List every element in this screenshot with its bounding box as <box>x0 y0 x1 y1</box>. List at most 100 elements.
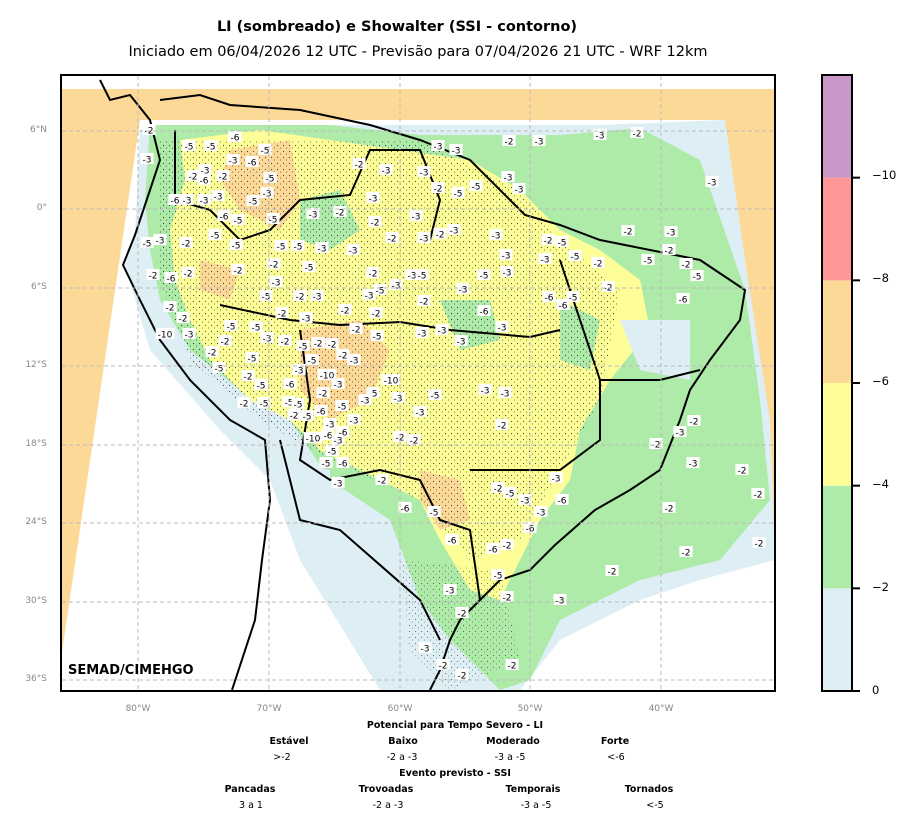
ssi-contour-label: -6 <box>558 497 567 507</box>
ssi-label-background <box>495 419 509 430</box>
ssi-label-background <box>417 295 431 306</box>
ssi-contour-label: -3 <box>420 169 429 179</box>
ssi-contour-label: -3 <box>504 174 513 184</box>
ssi-label-background <box>245 352 259 363</box>
ssi-contour-label: -5 <box>454 190 463 200</box>
ssi-contour-label: -5 <box>277 243 286 253</box>
ssi-label-background <box>455 607 469 618</box>
ssi-contour-label: -2 <box>189 173 198 183</box>
ssi-contour-label: -5 <box>207 143 216 153</box>
ssi-contour-label: -3 <box>350 417 359 427</box>
ssi-label-background <box>331 477 345 488</box>
ssi-contour-label: -2 <box>458 610 467 620</box>
ssi-label-background <box>555 494 569 505</box>
lon-label: 80°W <box>125 704 151 714</box>
ssi-label-background <box>679 546 693 557</box>
ssi-contour-label: -2 <box>682 549 691 559</box>
ssi-contour-label: -6 <box>317 408 326 418</box>
ssi-contour-label: -5 <box>308 357 317 367</box>
ssi-label-background <box>155 328 175 339</box>
ssi-label-background <box>542 291 556 302</box>
lat-label: 24°S <box>25 517 47 527</box>
ssi-label-background <box>499 249 513 260</box>
ssi-contour-label: -3 <box>412 213 421 223</box>
ssi-label-background <box>469 180 483 191</box>
ssi-contour-label: -6 <box>231 134 240 144</box>
ssi-contour-label: -3 <box>156 237 165 247</box>
ssi-label-background <box>164 272 178 283</box>
ssi-contour-label: -5 <box>373 333 382 343</box>
ssi-contour-label: -5 <box>260 400 269 410</box>
ssi-contour-label: -2 <box>372 310 381 320</box>
li-category-label: Forte <box>600 736 630 747</box>
ssi-contour-label: -3 <box>446 587 455 597</box>
ssi-label-background <box>431 140 445 151</box>
ssi-contour-label: -5 <box>644 257 653 267</box>
ssi-label-background <box>180 194 194 205</box>
ssi-label-background <box>142 124 156 135</box>
lon-label: 50°W <box>517 704 543 714</box>
ssi-contour-label: -2 <box>755 540 764 550</box>
ssi-label-background <box>379 164 393 175</box>
ssi-label-background <box>300 410 314 421</box>
ssi-contour-label: -3 <box>537 509 546 519</box>
ssi-label-background <box>260 187 274 198</box>
ssi-contour-label: -6 <box>167 275 176 285</box>
ssi-contour-label: -6 <box>200 177 209 187</box>
ssi-contour-label: -3 <box>492 232 501 242</box>
ssi-contour-label: -5 <box>472 183 481 193</box>
ssi-label-background <box>630 127 644 138</box>
ssi-label-background <box>605 565 619 576</box>
ssi-legend-title: Evento previsto - SSI <box>399 768 511 779</box>
ssi-contour-label: -5 <box>285 399 294 409</box>
ssi-contour-label: -3 <box>420 235 429 245</box>
ssi-label-background <box>198 164 212 175</box>
ssi-contour-label: -5 <box>558 239 567 249</box>
ssi-contour-label: -5 <box>211 232 220 242</box>
ssi-contour-label: -5 <box>506 490 515 500</box>
ssi-contour-label: -2 <box>434 185 443 195</box>
ssi-contour-label: -3 <box>263 335 272 345</box>
ssi-contour-label: -5 <box>299 343 308 353</box>
ssi-contour-label: -6 <box>324 432 333 442</box>
ssi-contour-label: -5 <box>571 253 580 263</box>
ssi-label-background <box>549 472 563 483</box>
ssi-contour-label: -3 <box>502 252 511 262</box>
ssi-label-background <box>197 174 211 185</box>
ssi-contour-label: -3 <box>452 147 461 157</box>
ssi-label-background <box>443 584 457 595</box>
ssi-contour-label: -6 <box>559 302 568 312</box>
ssi-label-background <box>283 378 297 389</box>
ssi-label-background <box>305 354 319 365</box>
ssi-contour-label: -2 <box>219 173 228 183</box>
ssi-label-background <box>317 369 337 380</box>
ssi-label-background <box>228 131 242 142</box>
ssi-contour-label: -6 <box>480 308 489 318</box>
ssi-label-background <box>249 321 263 332</box>
ssi-contour-label: -5 <box>303 413 312 423</box>
ssi-label-background <box>405 269 419 280</box>
ssi-label-background <box>415 327 429 338</box>
ssi-label-background <box>226 154 240 165</box>
ssi-label-background <box>291 398 305 409</box>
ssi-label-background <box>690 270 704 281</box>
ssi-label-background <box>413 406 427 417</box>
ssi-contour-label: -3 <box>596 132 605 142</box>
ssi-contour-label: -6 <box>526 525 535 535</box>
ssi-label-background <box>662 502 676 513</box>
ssi-label-background <box>664 226 678 237</box>
ssi-label-background <box>566 291 580 302</box>
ssi-label-background <box>436 659 450 670</box>
ssi-contour-label: -5 <box>693 273 702 283</box>
ssi-contour-label: -3 <box>365 292 374 302</box>
credit-label: SEMAD/CIMEHGO <box>68 663 194 678</box>
ssi-label-background <box>498 387 512 398</box>
ssi-label-background <box>153 234 167 245</box>
ssi-contour-label: -3 <box>394 395 403 405</box>
ssi-contour-label: -3 <box>214 193 223 203</box>
ssi-label-background <box>418 642 432 653</box>
ssi-category-range: <-5 <box>646 800 664 811</box>
ssi-label-background <box>204 140 218 151</box>
ssi-label-background <box>503 487 517 498</box>
